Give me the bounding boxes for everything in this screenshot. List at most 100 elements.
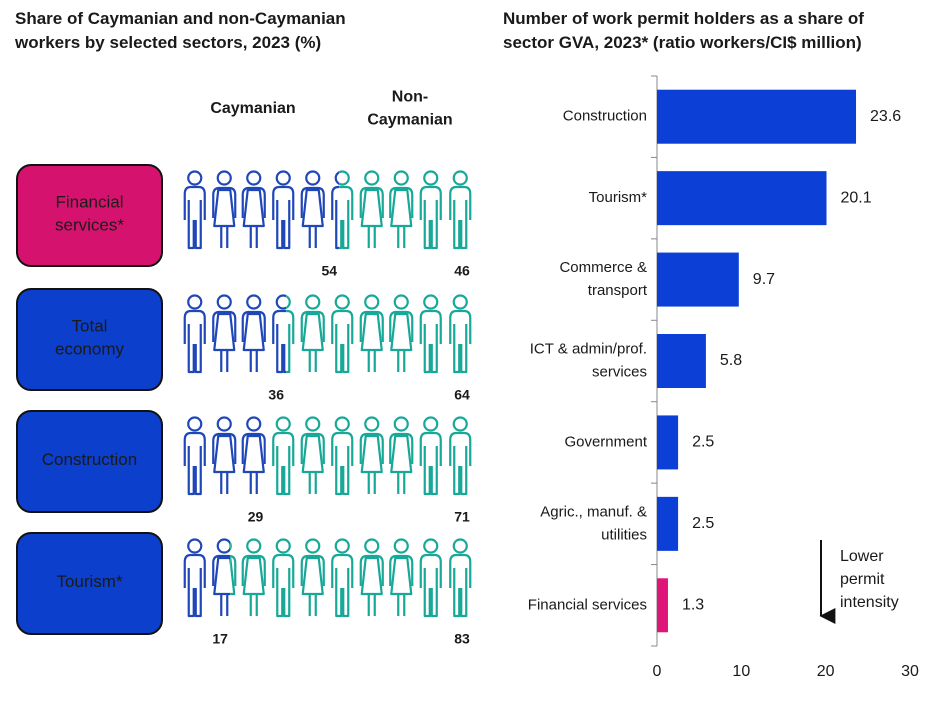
icon-arms: [331, 553, 354, 588]
icon-arms: [331, 431, 354, 466]
chart-title: Share of Caymanian and non-Caymanian work…: [14, 9, 346, 52]
icon-dress: [301, 434, 324, 474]
icon-head: [216, 170, 232, 186]
category-box: [16, 164, 163, 267]
icon-legs: [308, 226, 317, 248]
icon-head: [275, 170, 291, 186]
icon-arms: [272, 309, 287, 344]
value-label: 5.8: [720, 352, 742, 369]
icon-dress: [301, 556, 324, 596]
icon-dress: [213, 556, 231, 596]
icon-head: [393, 538, 409, 554]
icon-head: [393, 294, 409, 310]
icon-arms: [286, 309, 295, 344]
icon-arms: [419, 185, 442, 220]
icon-legs: [249, 594, 258, 616]
category-box: [16, 532, 163, 635]
chart-title: Number of work permit holders as a share…: [503, 9, 864, 52]
icon-legs: [220, 226, 229, 248]
icon-arms: [183, 185, 206, 220]
icon-arms: [183, 553, 206, 588]
value-label: 29: [248, 509, 264, 525]
value-label: 17: [212, 631, 228, 647]
icon-head: [286, 294, 291, 310]
category-box: [16, 288, 163, 391]
icon-head: [339, 170, 350, 186]
value-label: 2.5: [692, 434, 714, 451]
value-label: 71: [454, 509, 470, 525]
icon-head: [452, 294, 468, 310]
icon-group: [183, 538, 231, 618]
bar: [657, 334, 706, 388]
icon-arms: [449, 309, 472, 344]
category-label: Tourism*: [589, 189, 648, 206]
icon-legs: [397, 594, 406, 616]
icon-legs: [397, 350, 406, 372]
icon-head: [246, 416, 262, 432]
icon-legs: [249, 226, 258, 248]
value-label: 20.1: [841, 189, 872, 206]
icon-dress: [301, 312, 324, 352]
x-tick-label: 10: [732, 663, 750, 680]
icon-legs: [220, 350, 229, 372]
value-label: 54: [322, 263, 338, 279]
column-header: Non-Caymanian: [367, 89, 452, 129]
icon-head: [364, 416, 380, 432]
icon-arms: [183, 431, 206, 466]
value-label: 23.6: [870, 108, 901, 125]
icon-head: [305, 170, 321, 186]
bar: [657, 89, 857, 144]
icon-arms: [419, 309, 442, 344]
x-tick-label: 30: [901, 663, 919, 680]
icon-dress: [301, 188, 324, 228]
icon-head: [275, 416, 291, 432]
icon-group: [286, 294, 472, 374]
x-tick-label: 20: [817, 663, 835, 680]
icon-legs: [308, 472, 317, 494]
icon-arms: [449, 431, 472, 466]
icon-dress: [360, 434, 383, 474]
icon-legs: [397, 472, 406, 494]
icon-head: [246, 170, 262, 186]
icon-dress: [242, 188, 265, 228]
icon-head: [305, 538, 321, 554]
icon-head: [187, 170, 203, 186]
bar: [657, 171, 827, 226]
icon-arms: [419, 431, 442, 466]
icon-arms: [183, 309, 206, 344]
icon-legs: [367, 350, 376, 372]
icon-legs: [308, 594, 317, 616]
icon-head: [334, 294, 350, 310]
icon-arms: [331, 185, 340, 220]
value-label: 46: [454, 263, 470, 279]
category-label: Agric., manuf. & utilities: [540, 503, 647, 543]
icon-dress: [360, 556, 383, 596]
icon-dress: [360, 312, 383, 352]
icon-head: [216, 294, 232, 310]
icon-arms: [419, 553, 442, 588]
icon-dress: [360, 188, 383, 228]
icon-group: [230, 538, 472, 618]
icon-dress: [390, 556, 413, 596]
category-label: Construction: [563, 108, 647, 125]
icon-legs: [220, 594, 229, 616]
icon-dress: [242, 556, 265, 596]
category-label: Total economy: [55, 317, 124, 359]
icon-legs: [367, 226, 376, 248]
icon-dress: [213, 312, 236, 352]
value-label: 36: [268, 387, 284, 403]
icon-arms: [272, 431, 295, 466]
value-label: 83: [454, 631, 470, 647]
icon-arms: [272, 185, 295, 220]
icon-head: [305, 294, 321, 310]
icon-head: [452, 416, 468, 432]
bar: [657, 415, 679, 470]
icon-arms: [272, 553, 295, 588]
icon-dress: [242, 434, 265, 474]
icon-dress: [213, 188, 236, 228]
icon-arms: [339, 185, 354, 220]
icon-dress: [390, 312, 413, 352]
icon-group: [339, 170, 472, 250]
value-label: 64: [454, 387, 470, 403]
